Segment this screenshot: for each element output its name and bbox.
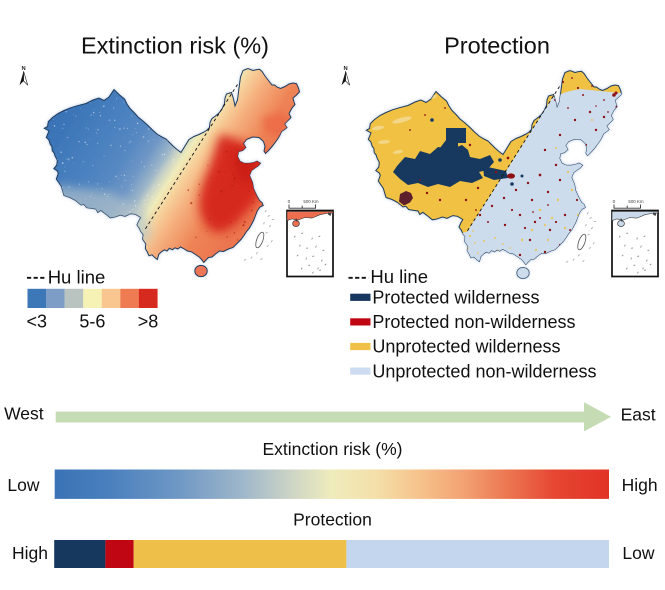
svg-text:0: 0: [613, 199, 616, 205]
svg-text:Hu line: Hu line: [370, 266, 428, 287]
svg-text:Protected non-wilderness: Protected non-wilderness: [372, 312, 575, 332]
svg-text:0: 0: [288, 199, 291, 205]
svg-text:>8: >8: [138, 312, 159, 332]
svg-text:Protection: Protection: [444, 33, 550, 59]
svg-text:500 Km: 500 Km: [628, 199, 643, 204]
svg-text:Extinction risk (%): Extinction risk (%): [262, 439, 402, 459]
svg-text:Unprotected non-wilderness: Unprotected non-wilderness: [372, 361, 596, 381]
svg-text:Extinction risk (%): Extinction risk (%): [81, 33, 269, 59]
svg-text:Low: Low: [622, 543, 654, 563]
svg-text:5-6: 5-6: [79, 312, 105, 332]
svg-text:Protection: Protection: [293, 509, 372, 529]
svg-text:Unprotected wilderness: Unprotected wilderness: [372, 337, 560, 357]
svg-text:N: N: [344, 66, 348, 72]
svg-text:Hu line: Hu line: [48, 267, 106, 288]
svg-text:West: West: [4, 403, 44, 423]
svg-text:High: High: [12, 543, 48, 563]
svg-text:High: High: [622, 475, 658, 495]
svg-text:<3: <3: [27, 312, 48, 332]
svg-text:Low: Low: [7, 475, 39, 495]
svg-text:500 Km: 500 Km: [303, 199, 318, 204]
svg-text:East: East: [621, 405, 656, 425]
svg-text:Protected wilderness: Protected wilderness: [372, 288, 539, 308]
svg-text:N: N: [22, 66, 26, 72]
